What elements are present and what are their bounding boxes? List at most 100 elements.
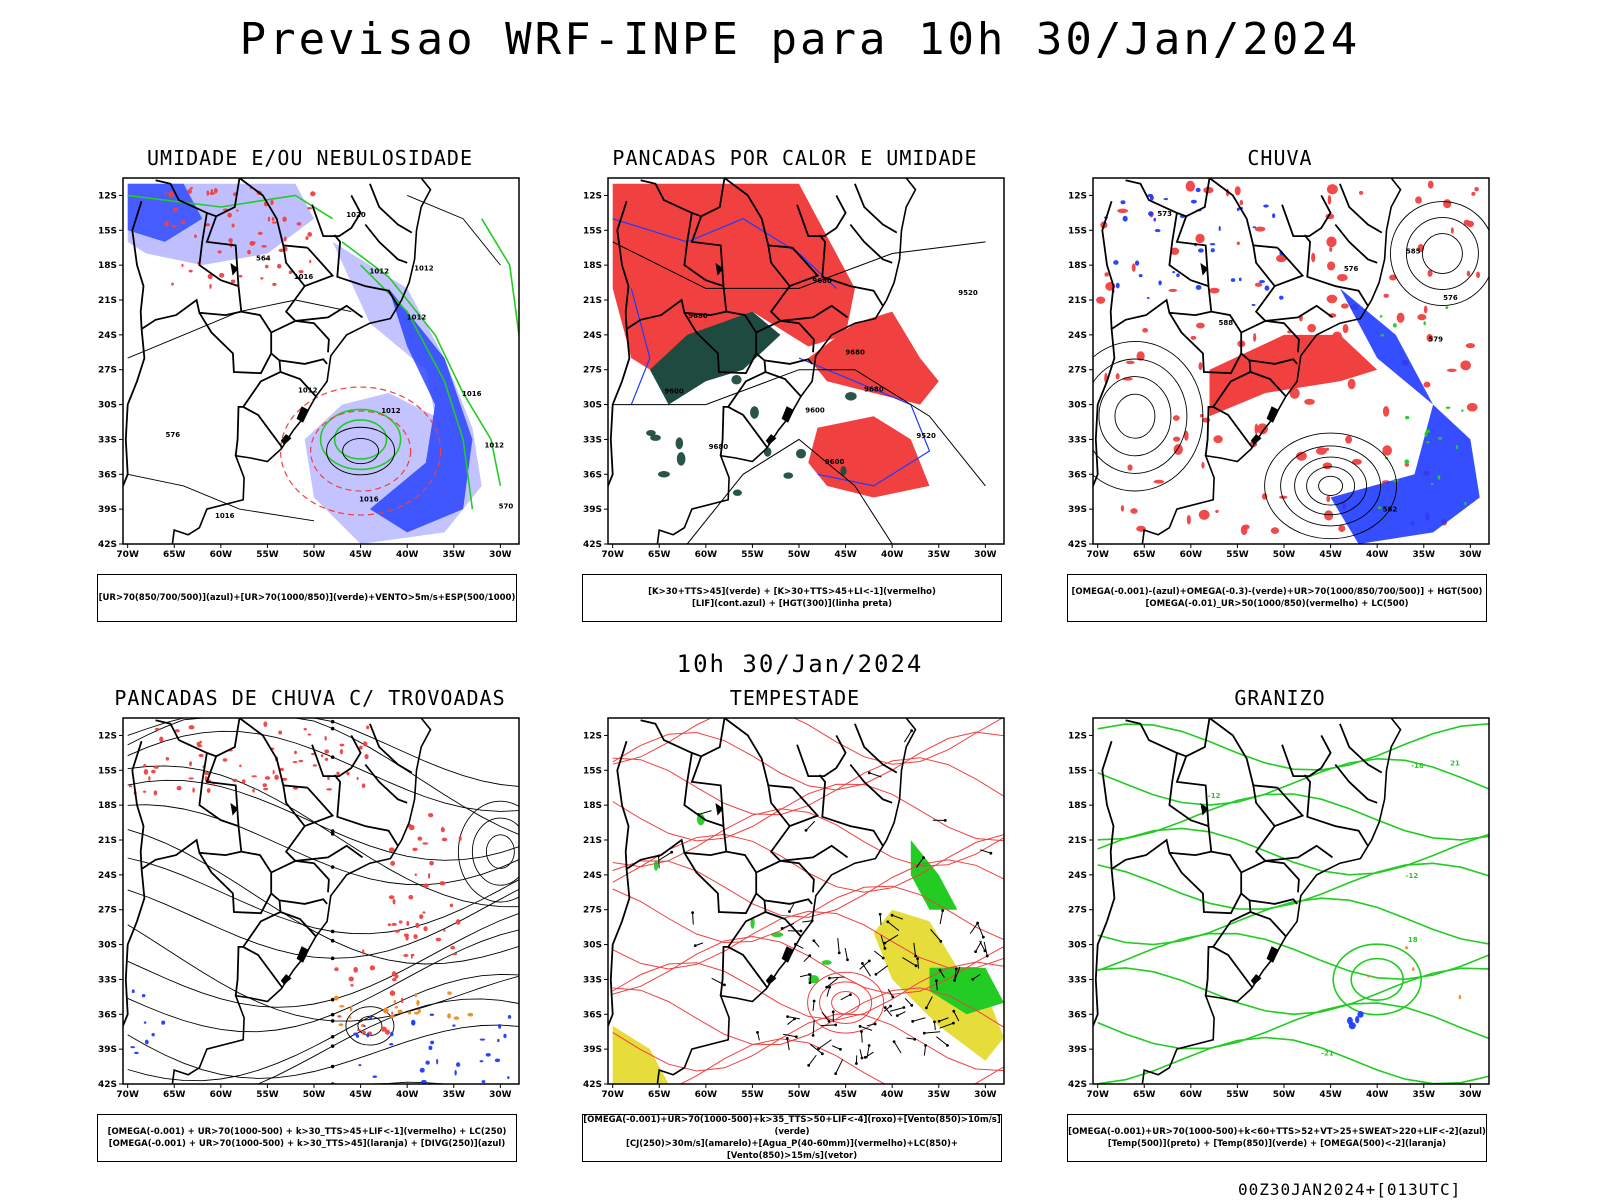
humidity-red-cell <box>188 269 193 273</box>
rain-red-cell <box>1304 398 1315 405</box>
lat-label: 18S <box>1068 261 1087 271</box>
border-line <box>755 319 815 353</box>
lagoon <box>765 434 777 445</box>
lat-label: 39S <box>583 505 602 515</box>
wind-vector <box>698 810 712 815</box>
precipitable-water-contour <box>612 961 1004 1021</box>
omega-cell <box>1115 282 1120 289</box>
contour-label: 1012 <box>370 267 390 275</box>
humidity-red-cell <box>272 282 277 286</box>
panel-pancadas-calor: PANCADAS POR CALOR E UMIDADE 9680 9680 968… <box>580 146 1010 646</box>
humidity-red-cell <box>171 282 174 286</box>
border-line <box>1168 852 1242 915</box>
rain-red-cell <box>1254 423 1259 435</box>
divergence-cell <box>355 1034 360 1038</box>
panel-title: UMIDADE E/OU NEBULOSIDADE <box>146 146 474 170</box>
wind-vector <box>859 1025 873 1031</box>
thunderstorm-cell <box>348 976 354 982</box>
rain-red-cell <box>1131 263 1136 272</box>
divergence-cell <box>507 1014 512 1019</box>
thunderstorm-cell <box>154 727 160 731</box>
divergence-cell <box>366 1033 370 1038</box>
humidity-red-cell <box>288 270 293 275</box>
omega-strong-cell <box>1393 478 1399 483</box>
lon-label: 70W <box>1086 1090 1109 1100</box>
humidity-red-cell <box>164 221 169 227</box>
map-svg: -12 -21 -18 -12 21 18 12S 15S 18S 21S 24S 27S 30S 33S… <box>1068 717 1490 1100</box>
wind-vector-head <box>867 1044 871 1047</box>
border-line <box>1303 774 1369 847</box>
humidity-red-cell <box>228 238 233 243</box>
wind-vector-head <box>812 999 816 1003</box>
border-line <box>1334 763 1378 804</box>
precipitable-water-contour <box>612 885 1004 944</box>
wind-vector <box>954 968 957 979</box>
wind-vector-head <box>808 973 811 976</box>
wind-vector <box>887 988 894 998</box>
wind-vector-head <box>860 1030 863 1033</box>
lagoon <box>1200 262 1209 276</box>
rain-red-cell <box>1329 246 1333 252</box>
wind-vector <box>844 947 848 960</box>
border-line <box>155 719 217 758</box>
lagoon <box>230 262 239 276</box>
border-line <box>1111 838 1212 870</box>
legend-line-1: [OMEGA(-0.001) + UR>70(1000-500) + k>30_… <box>107 1127 507 1137</box>
rain-red-cell <box>1307 323 1316 333</box>
wind-vector <box>820 1024 836 1027</box>
thunderstorm-cell <box>362 1030 366 1035</box>
wind-vector <box>859 960 870 970</box>
streamline-arrow <box>330 1012 335 1017</box>
contour-label: 579 <box>1428 336 1443 344</box>
border-line <box>769 285 849 322</box>
omega-cell <box>1195 187 1201 193</box>
rain-red-cell <box>1345 435 1353 444</box>
rain-red-cell <box>1120 505 1125 512</box>
omega-strong-cell <box>1377 506 1382 510</box>
lat-label: 15S <box>1068 766 1087 776</box>
lon-label: 40W <box>396 550 419 560</box>
coastline <box>656 178 917 544</box>
lagoon <box>715 802 724 816</box>
panel-title: PANCADAS DE CHUVA C/ TROVOADAS <box>114 686 506 710</box>
lat-label: 24S <box>583 331 602 341</box>
divergence-cell <box>498 1023 502 1029</box>
unstable-cell <box>646 429 656 437</box>
storm-orange-cell <box>447 991 452 995</box>
border-line <box>626 838 727 870</box>
storm-orange-cell <box>397 1009 403 1014</box>
lon-label: 50W <box>303 550 326 560</box>
lat-label: 42S <box>583 540 602 550</box>
border-line <box>238 178 285 246</box>
border-line <box>1175 718 1254 989</box>
wind-vector <box>883 1005 891 1012</box>
rain-red-cell <box>1471 191 1476 196</box>
legend-box: [UR>70(850/700/500)](azul)+[UR>70(1000/8… <box>97 574 517 622</box>
thunderstorm-cell <box>165 756 170 761</box>
streamline-arrow <box>330 829 335 833</box>
wind-vector-head <box>794 1035 798 1039</box>
lat-label: 42S <box>98 1080 117 1090</box>
thunderstorm-cell <box>415 922 420 929</box>
border-line <box>769 825 849 862</box>
rain-red-cell <box>1142 328 1149 333</box>
wind-vector <box>840 994 851 1001</box>
temperature-850-contour <box>1097 862 1489 910</box>
contour-label: 1012 <box>414 265 434 273</box>
omega-cell <box>1190 199 1197 204</box>
lon-label: 65W <box>1133 550 1156 560</box>
map-frame <box>607 717 1005 1085</box>
wind-vector <box>809 973 812 983</box>
thunderstorm-cell <box>356 776 359 781</box>
humidity-red-cell <box>207 273 213 280</box>
contour-label: 1016 <box>462 390 482 398</box>
precipitable-water-contour <box>612 783 1004 842</box>
thickness-contour <box>280 386 442 516</box>
lat-label: 27S <box>1068 366 1087 376</box>
humidity-red-cell <box>172 207 179 212</box>
map-pancadas-trovoadas: 12S 15S 18S 21S 24S 27S 30S 33S 36S 39S 42S 70W 65W 6… <box>95 714 525 1104</box>
omega-cell <box>1272 213 1276 219</box>
rain-red-cell <box>1326 294 1338 304</box>
lat-label: 33S <box>98 435 117 445</box>
map-layers <box>608 718 1004 1084</box>
